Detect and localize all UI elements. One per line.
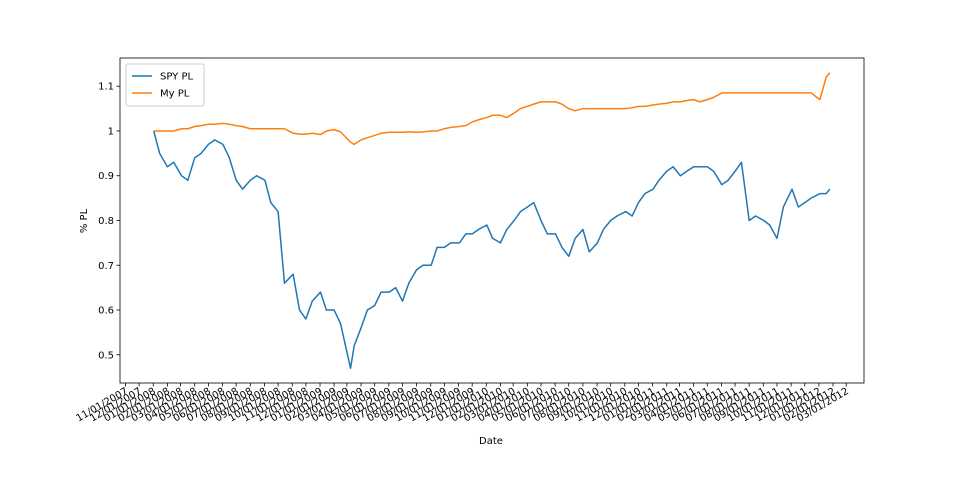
series-line [153,72,831,146]
y-tick-label: 1 [108,126,114,137]
legend-label: SPY PL [160,72,193,83]
y-tick-label: 0.9 [98,171,114,182]
y-tick-label: 0.5 [98,350,114,361]
y-axis-label: % PL [79,208,90,233]
x-axis-label: Date [479,436,503,447]
y-tick-label: 0.8 [98,216,114,227]
legend: SPY PL My PL [125,63,205,107]
plot-frame [119,57,865,384]
y-tick-label: 0.6 [98,306,114,317]
series-line [152,130,831,369]
y-tick-label: 0.7 [98,261,114,272]
legend-label: My PL [160,89,190,100]
y-tick-label: 1.1 [98,82,114,93]
legend-box [125,63,205,107]
